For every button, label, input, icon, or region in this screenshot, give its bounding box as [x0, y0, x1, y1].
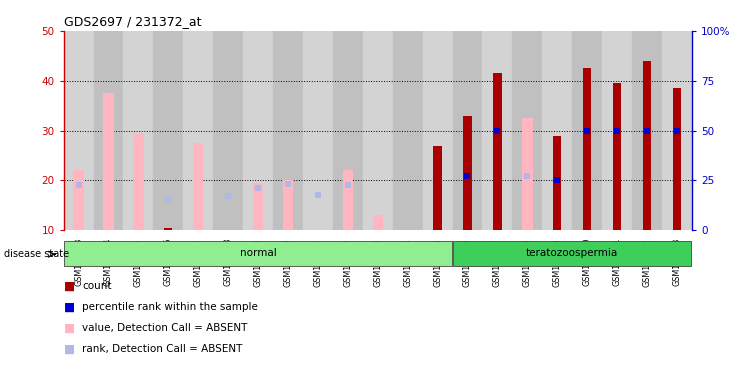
Bar [493, 73, 502, 230]
Bar [253, 183, 263, 230]
Text: percentile rank within the sample: percentile rank within the sample [82, 302, 258, 312]
Bar [453, 240, 691, 266]
Bar [643, 61, 652, 230]
Bar [393, 31, 423, 230]
Bar [672, 88, 681, 230]
Bar [542, 31, 572, 230]
Bar [303, 31, 333, 230]
Bar [243, 31, 273, 230]
Text: ■: ■ [64, 280, 75, 293]
Bar [153, 31, 183, 230]
Bar [662, 31, 692, 230]
Bar [73, 170, 84, 230]
Bar [482, 31, 512, 230]
Bar [193, 143, 203, 230]
Bar [553, 136, 562, 230]
Text: teratozoospermia: teratozoospermia [526, 248, 619, 258]
Bar [423, 31, 453, 230]
Bar [343, 170, 353, 230]
Bar [373, 215, 383, 230]
Text: disease state: disease state [4, 249, 69, 259]
Text: value, Detection Call = ABSENT: value, Detection Call = ABSENT [82, 323, 248, 333]
Text: ■: ■ [64, 343, 75, 356]
Bar [94, 31, 123, 230]
Bar [632, 31, 662, 230]
Bar [164, 228, 173, 230]
Text: rank, Detection Call = ABSENT: rank, Detection Call = ABSENT [82, 344, 242, 354]
Bar [213, 31, 243, 230]
Bar [613, 83, 622, 230]
Text: normal: normal [239, 248, 277, 258]
Bar [522, 118, 533, 230]
Bar [602, 31, 632, 230]
Bar [273, 31, 303, 230]
Text: ■: ■ [64, 301, 75, 314]
Bar [453, 31, 482, 230]
Bar [363, 31, 393, 230]
Bar [463, 116, 472, 230]
Bar [283, 180, 293, 230]
Bar [333, 31, 363, 230]
Bar [133, 133, 144, 230]
Bar [572, 31, 602, 230]
Bar [433, 146, 442, 230]
Text: ■: ■ [64, 322, 75, 335]
Bar [183, 31, 213, 230]
Bar [64, 240, 452, 266]
Bar [512, 31, 542, 230]
Bar [64, 31, 94, 230]
Text: count: count [82, 281, 111, 291]
Bar [583, 68, 592, 230]
Bar [123, 31, 153, 230]
Bar [103, 93, 114, 230]
Text: GDS2697 / 231372_at: GDS2697 / 231372_at [64, 15, 201, 28]
